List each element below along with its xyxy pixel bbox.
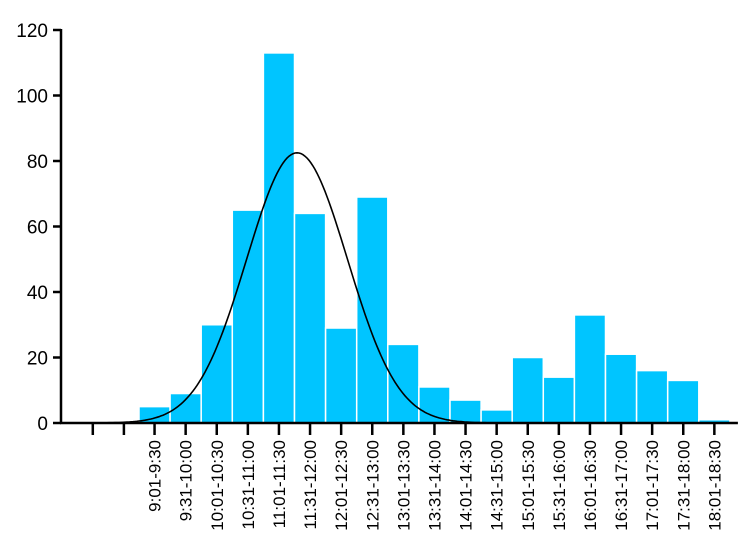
bar: [231, 209, 265, 424]
x-axis-ticks: 9:01-9:30 9:31-10:00 10:01-10:30 10:31-11:0…: [91, 423, 724, 531]
y-tick-label: 40: [27, 283, 48, 304]
y-tick-label: 120: [16, 21, 48, 42]
bar: [293, 212, 327, 424]
bar: [355, 196, 389, 424]
x-tick-label: 14:31-15:00: [488, 440, 507, 531]
y-tick-label: 60: [27, 218, 48, 239]
x-tick-label: 12:01-12:30: [332, 440, 351, 531]
x-tick-label: 18:01-18:30: [705, 440, 724, 531]
x-tick-label: 16:01-16:30: [581, 440, 600, 531]
x-tick-label: 14:01-14:30: [457, 440, 476, 531]
x-tick-label: 15:31-16:00: [550, 440, 569, 531]
x-tick-label: 13:01-13:30: [394, 440, 413, 531]
x-tick-label: 9:31-10:00: [177, 440, 196, 521]
bar: [573, 314, 607, 424]
bar: [324, 327, 358, 424]
x-tick-label: 16:31-17:00: [612, 440, 631, 531]
x-tick-label: 15:01-15:30: [519, 440, 538, 531]
bar: [542, 376, 576, 424]
normal-distribution-curve: [91, 151, 511, 424]
x-tick-label: 12:31-13:00: [363, 440, 382, 531]
x-tick-label: 13:31-14:00: [425, 440, 444, 531]
bar: [511, 356, 545, 424]
bar: [262, 52, 296, 424]
y-tick-label: 20: [27, 349, 48, 370]
y-tick-label: 0: [37, 414, 48, 435]
bars-group: [138, 52, 731, 424]
bar: [480, 409, 513, 424]
bar: [604, 353, 638, 424]
x-tick-label: 17:01-17:30: [643, 440, 662, 531]
bar: [449, 399, 482, 424]
x-tick-label: 9:01-9:30: [146, 440, 165, 512]
bar: [666, 379, 700, 424]
bar: [387, 343, 420, 424]
y-axis-ticks: 0 20 40 60 80 100 120: [16, 21, 61, 435]
bar: [200, 324, 234, 424]
x-tick-label: 17:31-18:00: [674, 440, 693, 531]
bar: [418, 386, 451, 424]
x-tick-label: 10:01-10:30: [208, 440, 227, 531]
x-tick-label: 11:31-12:00: [301, 440, 320, 529]
y-tick-label: 100: [16, 87, 48, 108]
x-tick-label: 10:31-11:00: [239, 440, 258, 529]
y-tick-label: 80: [27, 152, 48, 173]
x-tick-label: 11:01-11:30: [270, 440, 289, 528]
bar: [635, 369, 669, 424]
